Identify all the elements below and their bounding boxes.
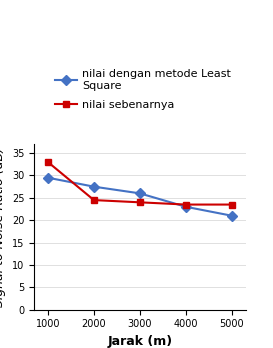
Line: nilai sebenarnya: nilai sebenarnya [44, 159, 235, 208]
nilai dengan metode Least
Square [138, 191, 142, 196]
Legend: nilai dengan metode Least
Square, nilai sebenarnya: nilai dengan metode Least Square, nilai … [50, 65, 236, 114]
nilai dengan metode Least
Square [46, 176, 50, 180]
nilai sebenarnya [184, 203, 188, 207]
nilai dengan metode Least
Square [184, 205, 188, 209]
nilai sebenarnya [92, 198, 96, 202]
Line: nilai dengan metode Least
Square: nilai dengan metode Least Square [44, 174, 235, 219]
X-axis label: Jarak (m): Jarak (m) [107, 335, 173, 348]
nilai sebenarnya [230, 203, 233, 207]
nilai dengan metode Least
Square [92, 184, 96, 189]
Y-axis label: Signal to Noise Ratio (dB): Signal to Noise Ratio (dB) [0, 147, 6, 307]
nilai sebenarnya [138, 200, 142, 204]
nilai dengan metode Least
Square [230, 214, 233, 218]
nilai sebenarnya [46, 160, 50, 164]
